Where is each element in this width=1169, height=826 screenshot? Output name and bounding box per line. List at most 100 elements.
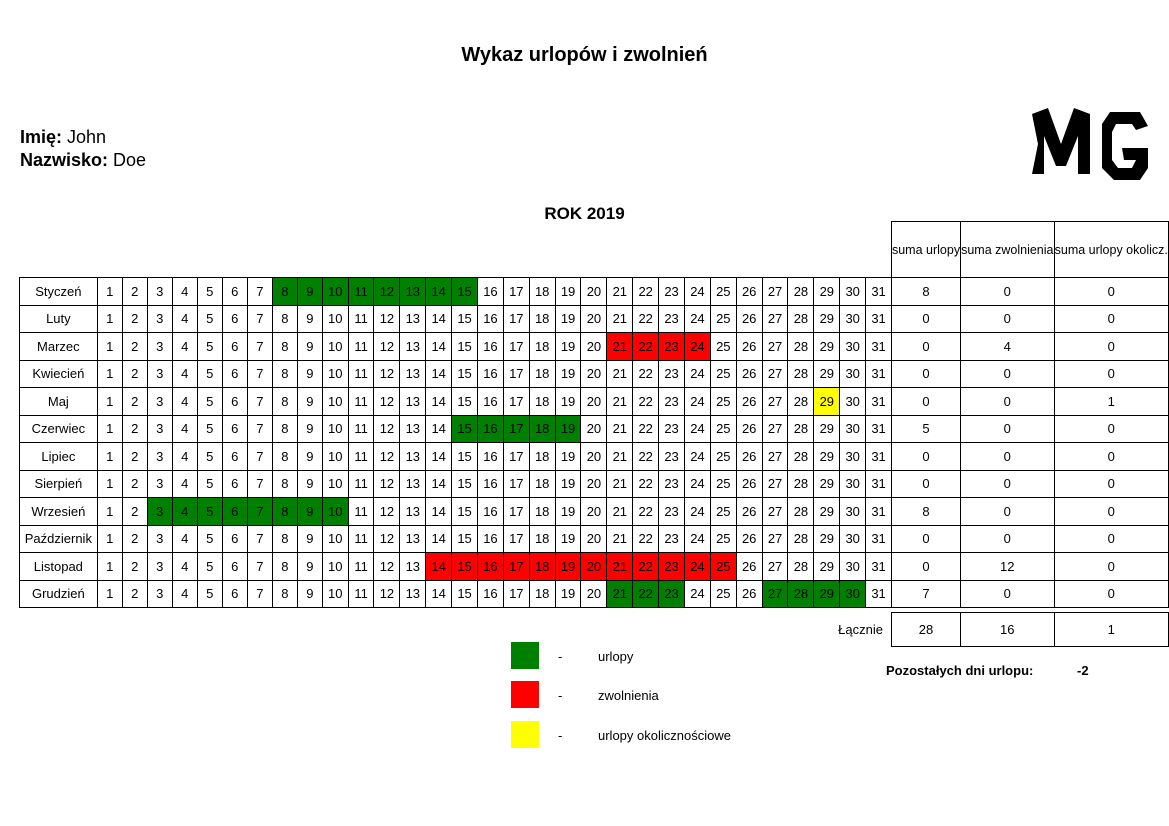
- day-cell[interactable]: 21: [606, 359, 634, 388]
- day-cell[interactable]: 31: [865, 442, 892, 471]
- day-cell[interactable]: 10: [321, 497, 349, 526]
- day-cell[interactable]: 2: [121, 469, 148, 498]
- day-cell[interactable]: 28: [787, 497, 815, 526]
- day-cell[interactable]: 2: [121, 497, 148, 526]
- day-cell[interactable]: 25: [709, 579, 737, 608]
- day-cell[interactable]: 27: [761, 552, 789, 581]
- day-cell[interactable]: 24: [683, 332, 711, 361]
- day-cell[interactable]: 17: [502, 414, 530, 443]
- day-cell[interactable]: 1: [96, 277, 123, 306]
- day-cell[interactable]: 27: [761, 469, 789, 498]
- day-cell[interactable]: 22: [632, 359, 660, 388]
- day-cell[interactable]: 11: [347, 332, 375, 361]
- day-cell[interactable]: 10: [321, 277, 349, 306]
- day-cell[interactable]: 29: [813, 497, 841, 526]
- day-cell[interactable]: 18: [528, 469, 556, 498]
- day-cell[interactable]: 1: [96, 524, 123, 553]
- day-cell[interactable]: 11: [347, 414, 375, 443]
- day-cell[interactable]: 8: [271, 332, 298, 361]
- day-cell[interactable]: 6: [221, 414, 248, 443]
- day-cell[interactable]: 17: [502, 332, 530, 361]
- day-cell[interactable]: 14: [425, 277, 453, 306]
- day-cell[interactable]: 13: [399, 414, 427, 443]
- day-cell[interactable]: 17: [502, 277, 530, 306]
- day-cell[interactable]: 4: [171, 387, 198, 416]
- day-cell[interactable]: 24: [683, 414, 711, 443]
- day-cell[interactable]: 6: [221, 387, 248, 416]
- day-cell[interactable]: 27: [761, 387, 789, 416]
- day-cell[interactable]: 20: [580, 414, 608, 443]
- day-cell[interactable]: 7: [246, 359, 273, 388]
- day-cell[interactable]: 27: [761, 277, 789, 306]
- day-cell[interactable]: 27: [761, 304, 789, 333]
- day-cell[interactable]: 1: [96, 579, 123, 608]
- day-cell[interactable]: 2: [121, 524, 148, 553]
- day-cell[interactable]: 13: [399, 552, 427, 581]
- day-cell[interactable]: 16: [476, 304, 504, 333]
- day-cell[interactable]: 31: [865, 524, 892, 553]
- day-cell[interactable]: 26: [735, 497, 763, 526]
- day-cell[interactable]: 26: [735, 332, 763, 361]
- day-cell[interactable]: 29: [813, 414, 841, 443]
- day-cell[interactable]: 1: [96, 497, 123, 526]
- day-cell[interactable]: 3: [146, 359, 173, 388]
- day-cell[interactable]: 27: [761, 414, 789, 443]
- day-cell[interactable]: 6: [221, 442, 248, 471]
- day-cell[interactable]: 2: [121, 387, 148, 416]
- day-cell[interactable]: 17: [502, 387, 530, 416]
- day-cell[interactable]: 19: [554, 579, 582, 608]
- day-cell[interactable]: 7: [246, 277, 273, 306]
- day-cell[interactable]: 15: [451, 524, 478, 553]
- day-cell[interactable]: 13: [399, 579, 427, 608]
- day-cell[interactable]: 2: [121, 332, 148, 361]
- day-cell[interactable]: 22: [632, 387, 660, 416]
- day-cell[interactable]: 19: [554, 304, 582, 333]
- day-cell[interactable]: 22: [632, 579, 660, 608]
- day-cell[interactable]: 6: [221, 497, 248, 526]
- day-cell[interactable]: 18: [528, 442, 556, 471]
- day-cell[interactable]: 1: [96, 552, 123, 581]
- day-cell[interactable]: 3: [146, 332, 173, 361]
- day-cell[interactable]: 21: [606, 304, 634, 333]
- day-cell[interactable]: 11: [347, 387, 375, 416]
- day-cell[interactable]: 31: [865, 414, 892, 443]
- day-cell[interactable]: 12: [373, 497, 401, 526]
- day-cell[interactable]: 15: [451, 304, 478, 333]
- day-cell[interactable]: 10: [321, 359, 349, 388]
- day-cell[interactable]: 3: [146, 579, 173, 608]
- day-cell[interactable]: 9: [296, 332, 323, 361]
- day-cell[interactable]: 30: [839, 359, 867, 388]
- day-cell[interactable]: 19: [554, 414, 582, 443]
- day-cell[interactable]: 25: [709, 524, 737, 553]
- day-cell[interactable]: 28: [787, 332, 815, 361]
- day-cell[interactable]: 22: [632, 497, 660, 526]
- day-cell[interactable]: 13: [399, 524, 427, 553]
- day-cell[interactable]: 4: [171, 579, 198, 608]
- day-cell[interactable]: 5: [196, 332, 223, 361]
- day-cell[interactable]: 9: [296, 552, 323, 581]
- day-cell[interactable]: 18: [528, 359, 556, 388]
- day-cell[interactable]: 12: [373, 277, 401, 306]
- day-cell[interactable]: 21: [606, 332, 634, 361]
- day-cell[interactable]: 27: [761, 442, 789, 471]
- day-cell[interactable]: 11: [347, 469, 375, 498]
- day-cell[interactable]: 14: [425, 332, 453, 361]
- day-cell[interactable]: 15: [451, 387, 478, 416]
- day-cell[interactable]: 9: [296, 524, 323, 553]
- day-cell[interactable]: 21: [606, 414, 634, 443]
- day-cell[interactable]: 6: [221, 524, 248, 553]
- day-cell[interactable]: 10: [321, 304, 349, 333]
- day-cell[interactable]: 6: [221, 359, 248, 388]
- day-cell[interactable]: 11: [347, 552, 375, 581]
- day-cell[interactable]: 23: [658, 414, 685, 443]
- day-cell[interactable]: 31: [865, 552, 892, 581]
- day-cell[interactable]: 26: [735, 524, 763, 553]
- day-cell[interactable]: 15: [451, 414, 478, 443]
- day-cell[interactable]: 17: [502, 304, 530, 333]
- day-cell[interactable]: 8: [271, 414, 298, 443]
- day-cell[interactable]: 4: [171, 277, 198, 306]
- day-cell[interactable]: 21: [606, 552, 634, 581]
- day-cell[interactable]: 8: [271, 304, 298, 333]
- day-cell[interactable]: 18: [528, 524, 556, 553]
- day-cell[interactable]: 5: [196, 552, 223, 581]
